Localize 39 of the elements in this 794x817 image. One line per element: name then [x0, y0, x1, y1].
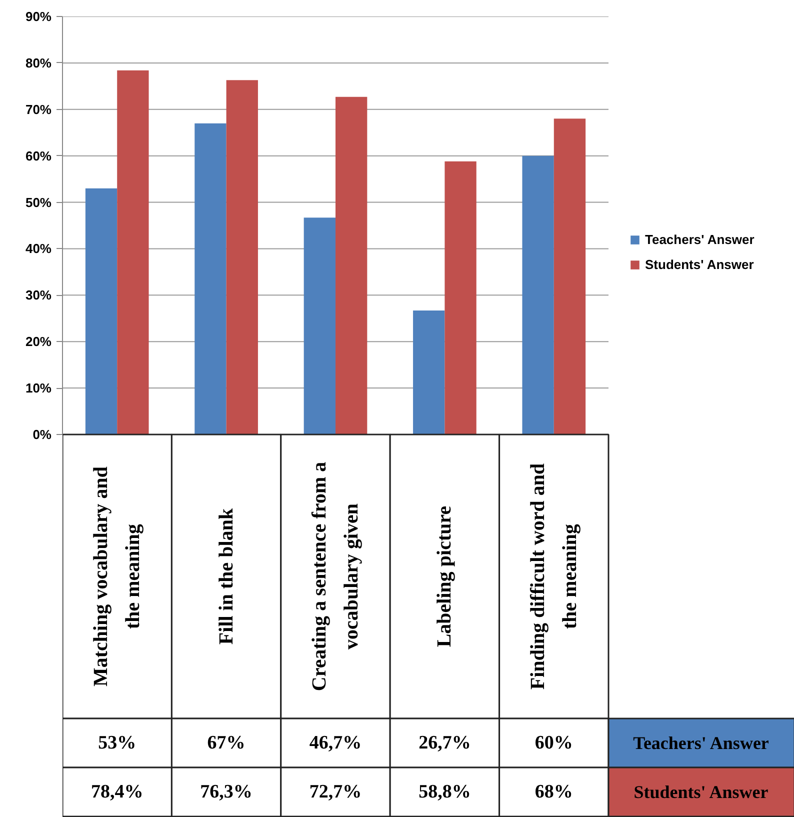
bar [336, 96, 368, 434]
text: Students' Answer [634, 782, 768, 802]
y-tick-label: 80% [25, 55, 52, 70]
bar [444, 161, 476, 434]
bar [554, 118, 586, 434]
data-label: 58,8% [418, 782, 471, 802]
x-tick-label: Finding difficult word and the meaning [526, 463, 581, 690]
y-tick-label: 90% [25, 9, 52, 24]
y-tick-label: 50% [25, 194, 52, 210]
data-label: 53% [98, 732, 136, 754]
data-label: 76,3% [200, 782, 252, 802]
bar [226, 80, 258, 434]
x-tick-label: Labeling picture [434, 506, 456, 648]
legend-label: Students' Answer [645, 257, 754, 272]
bar [194, 123, 226, 434]
bar [522, 156, 554, 434]
y-tick-label: 10% [25, 380, 52, 396]
bar [117, 70, 149, 434]
y-tick-label: 60% [25, 148, 52, 164]
data-label: 26,7% [418, 732, 471, 754]
y-tick-label: 30% [25, 288, 52, 303]
y-tick-label: 0% [32, 427, 52, 442]
x-tick-label: Creating a sentence from a vocabulary given [308, 462, 362, 692]
data-label: 60% [534, 732, 573, 754]
bar [304, 218, 336, 434]
data-label: 78,4% [90, 782, 144, 802]
x-tick-label: Matching vocabulary and the meaning [90, 466, 144, 687]
y-tick-label: 20% [25, 334, 52, 350]
data-label: 46,7% [309, 732, 362, 754]
bar [85, 188, 118, 434]
y-tick-label: 70% [25, 102, 52, 117]
bar [413, 310, 445, 434]
legend-label: Teachers' Answer [645, 232, 754, 247]
y-tick-label: 40% [25, 241, 52, 256]
data-label: 67% [207, 732, 246, 754]
text: Teachers' Answer [633, 733, 769, 753]
data-label: 72,7% [309, 782, 362, 802]
x-tick-label: Fill in the blank [215, 508, 238, 645]
data-label: 68% [534, 782, 573, 802]
